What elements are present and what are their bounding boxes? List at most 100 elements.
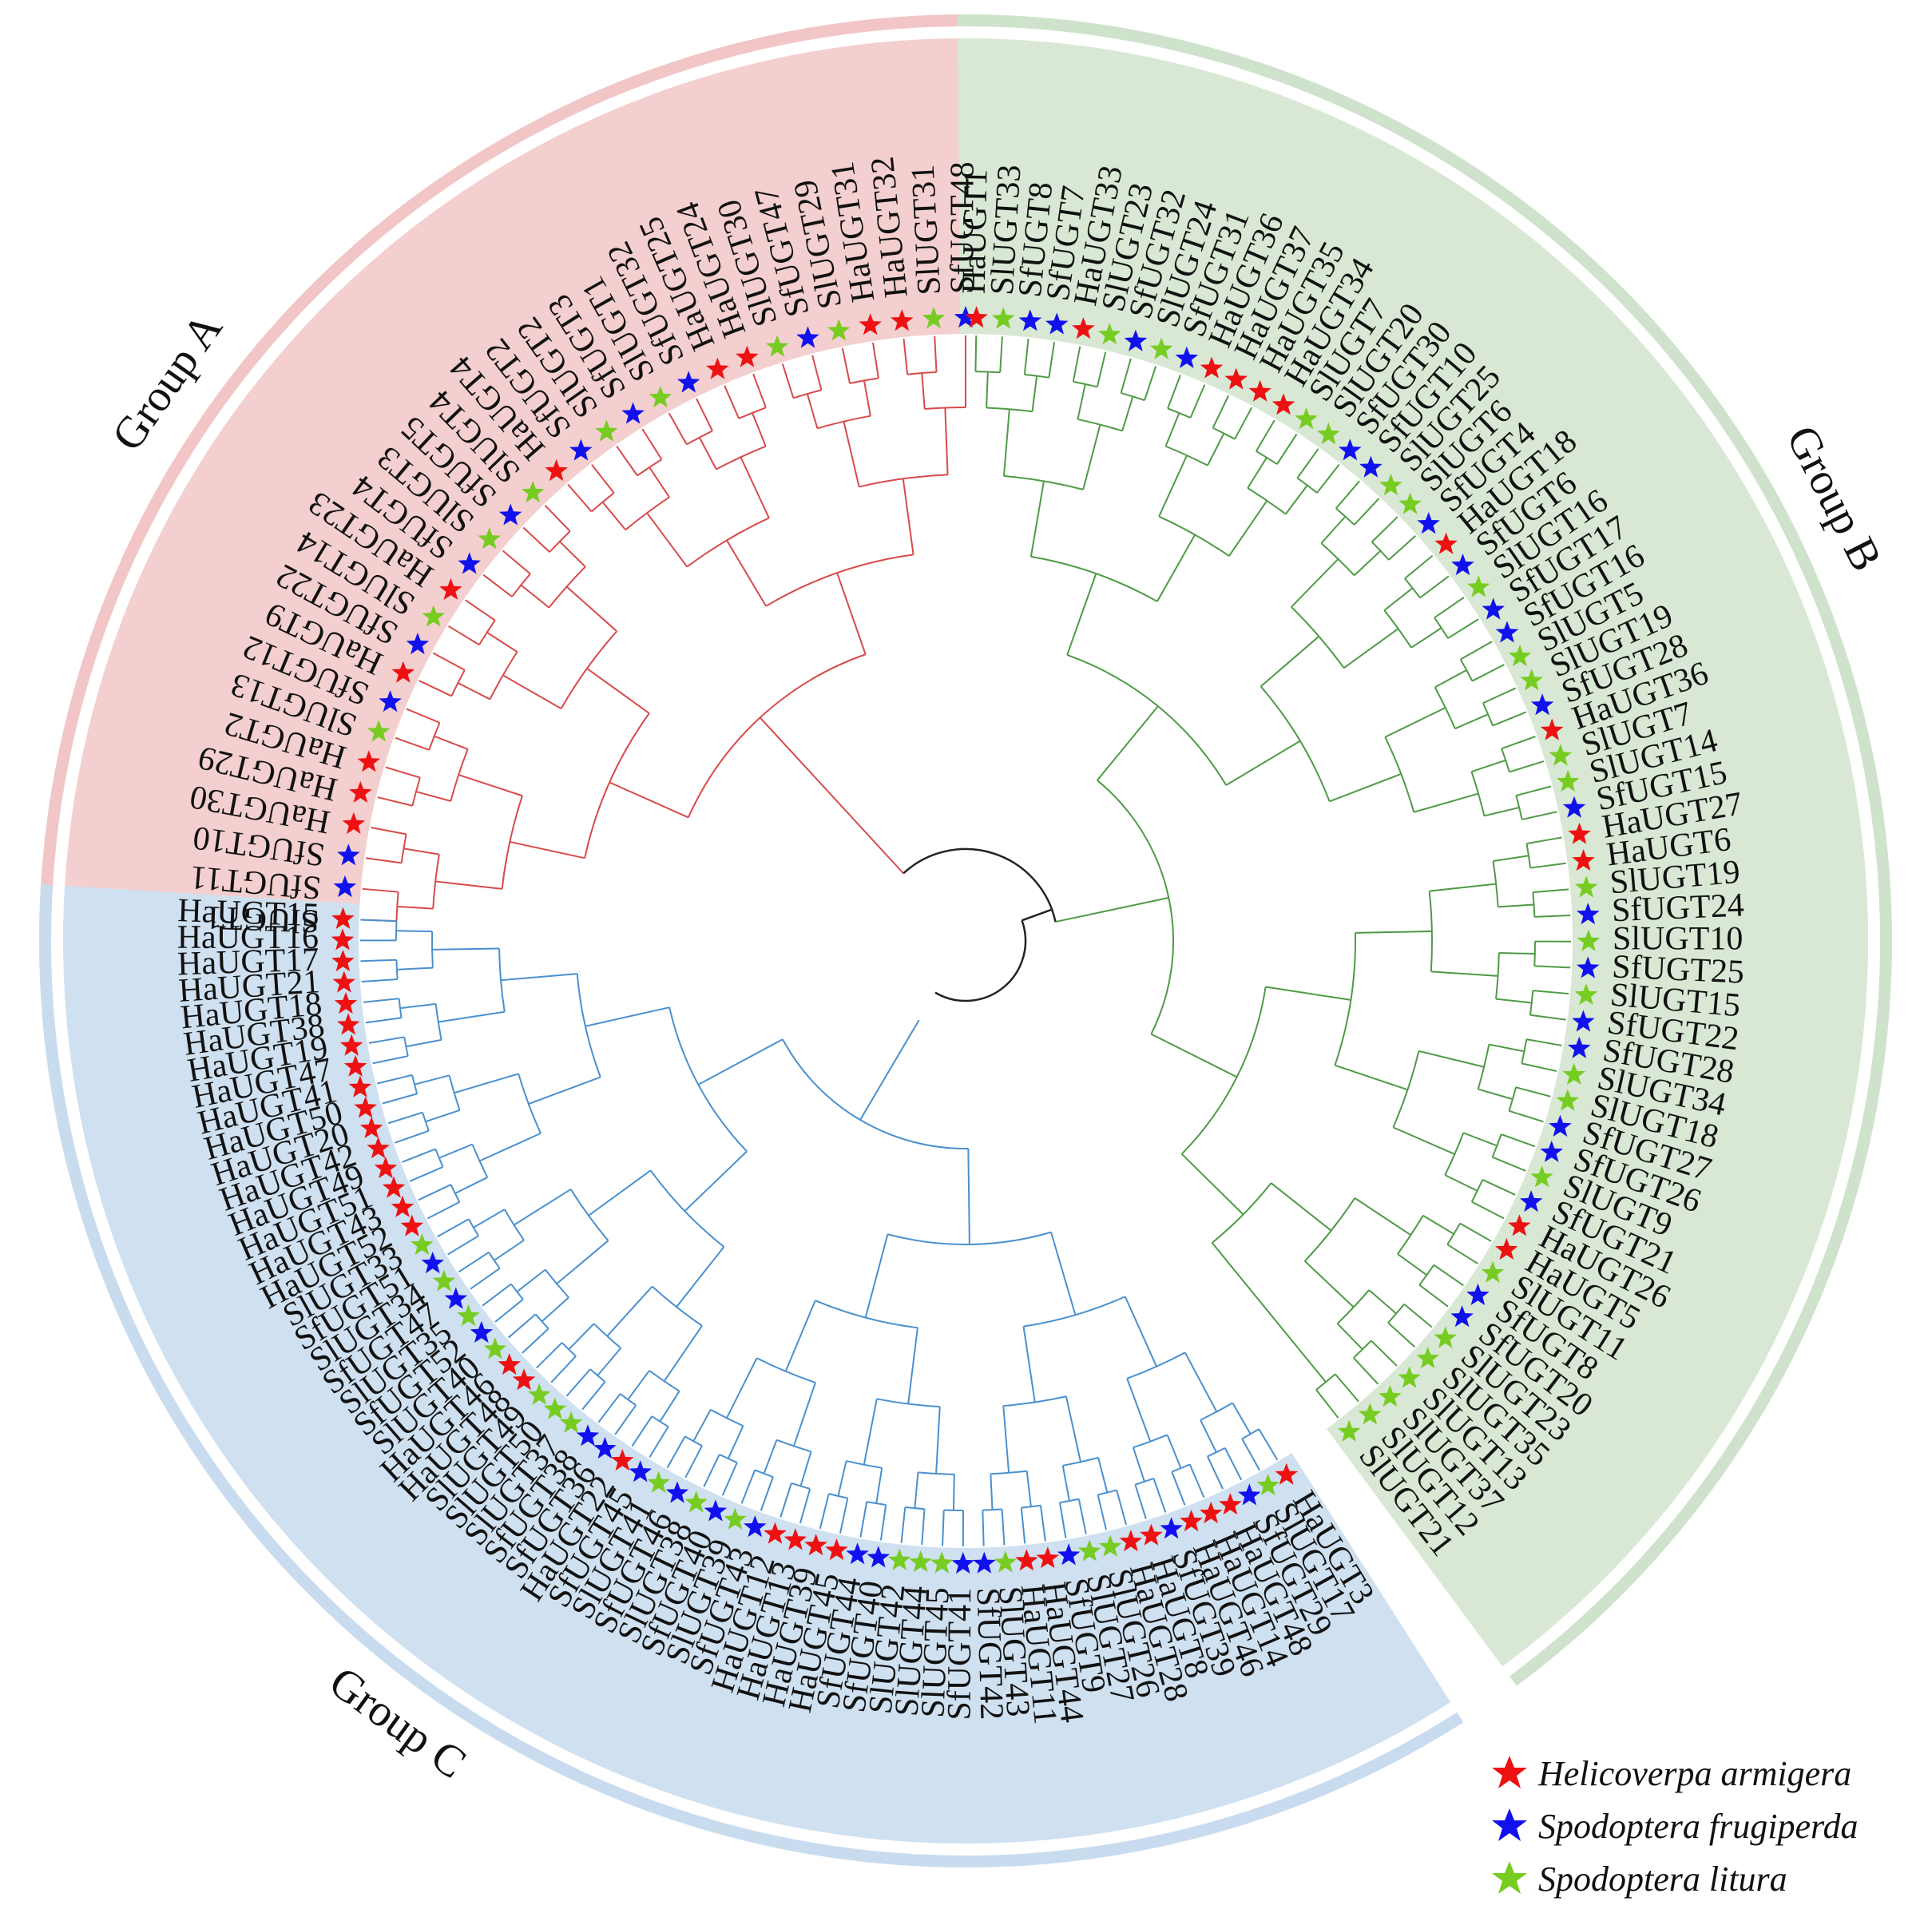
species-star: [1549, 1114, 1572, 1137]
species-star: [954, 306, 978, 328]
branch: [1534, 965, 1571, 969]
species-star: [1530, 1165, 1553, 1188]
species-star: [1508, 645, 1532, 667]
leaf-label: SfUGT41: [942, 1588, 979, 1721]
branch: [1150, 1033, 1238, 1078]
branch: [403, 847, 440, 855]
species-star: [543, 1397, 567, 1419]
branch: [1077, 383, 1086, 420]
species-star: [1549, 744, 1573, 766]
species-star: [498, 503, 522, 526]
branch: [437, 1218, 470, 1238]
species-star: [1180, 1510, 1203, 1532]
branch: [627, 1370, 650, 1400]
branch: [1241, 1438, 1260, 1471]
branch: [1434, 596, 1465, 619]
species-star: [1018, 309, 1042, 331]
branch: [502, 674, 562, 710]
branch: [1304, 1260, 1355, 1308]
species-star: [704, 1499, 728, 1522]
branch: [522, 526, 550, 553]
species-star: [1434, 1326, 1457, 1348]
branch: [999, 336, 1003, 373]
branch: [907, 1328, 918, 1404]
root-link: [1022, 908, 1053, 922]
branch: [382, 1093, 418, 1105]
species-star: [348, 1075, 372, 1097]
branch: [1207, 1456, 1224, 1490]
species-star: [342, 812, 366, 834]
branch: [780, 1482, 792, 1518]
species-star: [1572, 1010, 1595, 1032]
species-star: [1379, 1384, 1402, 1407]
branch: [1023, 338, 1029, 375]
species-star: [724, 1507, 747, 1530]
branch: [990, 1474, 994, 1510]
branch: [1447, 618, 1479, 639]
branch: [500, 973, 577, 982]
branch: [646, 512, 688, 568]
species-star: [804, 1534, 827, 1556]
group-stem: [1055, 896, 1169, 923]
branch: [763, 1439, 778, 1475]
branch: [1276, 433, 1298, 465]
branch-arc: [1158, 515, 1230, 557]
branch: [1509, 1109, 1544, 1123]
branch: [1144, 366, 1157, 401]
branch: [1336, 1323, 1363, 1350]
species-star: [647, 1471, 670, 1493]
species-star: [1577, 929, 1601, 951]
branch: [1384, 707, 1446, 738]
branch: [1002, 1406, 1010, 1473]
branch-arc: [1525, 843, 1532, 868]
branch-arc: [1315, 1373, 1336, 1391]
branch: [550, 1355, 577, 1383]
branch: [1529, 1014, 1566, 1021]
branch-arc: [1459, 658, 1474, 682]
branch: [415, 791, 451, 802]
branch: [1433, 1264, 1464, 1287]
branch: [1058, 1502, 1067, 1538]
branch: [1521, 1062, 1557, 1073]
group-label-b: Group B: [1776, 418, 1891, 578]
branch: [425, 1109, 460, 1123]
species-star: [1238, 1483, 1261, 1506]
species-star: [922, 307, 946, 329]
branch: [649, 1426, 669, 1458]
branch: [402, 1148, 436, 1163]
leaf-label: SlUGT45: [914, 1586, 956, 1718]
legend-item-frugiperda: Spodoptera frugiperda: [1492, 1807, 1858, 1846]
branch-arc: [817, 415, 871, 430]
species-star: [1248, 379, 1271, 402]
species-star: [1175, 346, 1199, 368]
branch: [396, 966, 433, 970]
branch-arc: [1482, 702, 1494, 726]
branch: [935, 1407, 941, 1475]
branch: [1495, 998, 1532, 1004]
branch-arc: [1470, 771, 1486, 816]
branch-arc: [1320, 542, 1355, 577]
branch-arc: [593, 1323, 621, 1349]
species-star: [457, 1304, 480, 1327]
branch: [541, 1296, 569, 1323]
branch: [1419, 575, 1450, 599]
branch: [432, 652, 466, 671]
leaf-label: SfUGT48: [945, 161, 982, 294]
species-star: [764, 1522, 787, 1544]
green-star-icon: [1492, 1861, 1527, 1894]
branch: [1410, 627, 1442, 649]
group-band-b: [958, 38, 1868, 1667]
branch: [872, 342, 879, 379]
branch: [806, 393, 819, 429]
branch: [1460, 641, 1493, 661]
leaf-label: SlUGT43: [991, 1586, 1036, 1718]
branch-arc: [1428, 891, 1433, 972]
branch: [482, 1283, 512, 1307]
branch: [668, 412, 688, 445]
group-band-c: [63, 886, 1451, 1844]
species-star: [391, 1195, 415, 1217]
branch: [438, 1010, 505, 1023]
branch: [1329, 773, 1402, 803]
branch: [1335, 480, 1360, 510]
species-star: [965, 306, 988, 328]
